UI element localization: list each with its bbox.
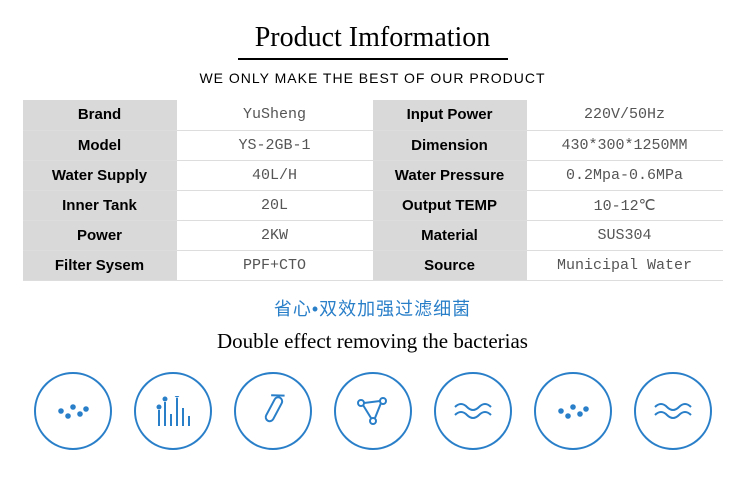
spec-label: Inner Tank — [23, 190, 177, 220]
spec-value: 220V/50Hz — [527, 100, 723, 130]
bars-icon — [134, 372, 212, 450]
tagline-english: Double effect removing the bacterias — [0, 329, 745, 354]
dots-icon — [534, 372, 612, 450]
page-title: Product Imformation — [0, 0, 745, 58]
spec-label: Source — [373, 250, 527, 280]
spec-value: 0.2Mpa-0.6MPa — [527, 160, 723, 190]
tagline-chinese: 省心•双效加强过滤细菌 — [0, 295, 745, 321]
table-row: Filter Sysem PPF+CTO Source Municipal Wa… — [23, 250, 723, 280]
feature-icon-row — [0, 372, 745, 450]
spec-value: 40L/H — [177, 160, 373, 190]
table-row: Power 2KW Material SUS304 — [23, 220, 723, 250]
spec-label: Water Pressure — [373, 160, 527, 190]
spec-label: Input Power — [373, 100, 527, 130]
title-underline — [238, 58, 508, 60]
spec-value: SUS304 — [527, 220, 723, 250]
spec-value: 430*300*1250MM — [527, 130, 723, 160]
spec-label: Brand — [23, 100, 177, 130]
spec-label: Power — [23, 220, 177, 250]
page-subtitle: WE ONLY MAKE THE BEST OF OUR PRODUCT — [0, 70, 745, 86]
spec-value: YuSheng — [177, 100, 373, 130]
spec-value: 20L — [177, 190, 373, 220]
table-row: Inner Tank 20L Output TEMP 10-12℃ — [23, 190, 723, 220]
spec-label: Filter Sysem — [23, 250, 177, 280]
spec-label: Water Supply — [23, 160, 177, 190]
spec-value: Municipal Water — [527, 250, 723, 280]
spec-value: 10-12℃ — [527, 190, 723, 220]
table-row: Model YS-2GB-1 Dimension 430*300*1250MM — [23, 130, 723, 160]
table-row: Water Supply 40L/H Water Pressure 0.2Mpa… — [23, 160, 723, 190]
spec-label: Output TEMP — [373, 190, 527, 220]
spec-value: PPF+CTO — [177, 250, 373, 280]
spec-value: YS-2GB-1 — [177, 130, 373, 160]
wave-icon — [434, 372, 512, 450]
wave-icon — [634, 372, 712, 450]
molecule-icon — [334, 372, 412, 450]
spec-value: 2KW — [177, 220, 373, 250]
dots-icon — [34, 372, 112, 450]
tube-icon — [234, 372, 312, 450]
spec-label: Model — [23, 130, 177, 160]
table-row: Brand YuSheng Input Power 220V/50Hz — [23, 100, 723, 130]
spec-table: Brand YuSheng Input Power 220V/50Hz Mode… — [23, 100, 723, 281]
spec-label: Dimension — [373, 130, 527, 160]
spec-label: Material — [373, 220, 527, 250]
